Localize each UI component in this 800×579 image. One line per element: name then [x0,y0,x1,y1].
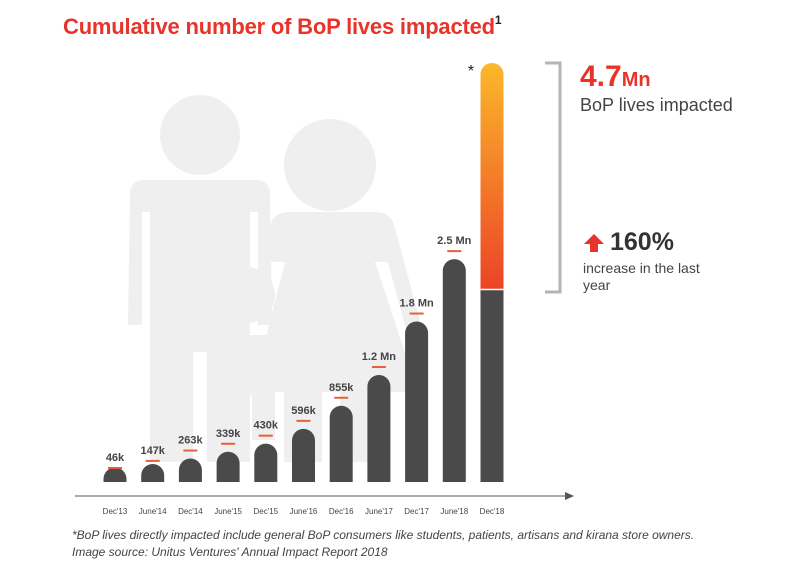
data-label: 263k [178,435,203,447]
footnote: *BoP lives directly impacted include gen… [72,527,782,561]
data-label: 147k [140,445,165,457]
image-source: Image source: Unitus Ventures' Annual Im… [72,545,388,559]
x-tick-label: June'17 [365,507,393,516]
data-label: 430k [254,420,279,432]
highlight-unit: Mn [621,69,651,91]
data-label: 1.8 Mn [399,298,434,310]
increase-label: increase in the last year [583,260,700,293]
x-axis-tick-labels: Dec'13 June'14 Dec'14 June'15 Dec'15 June'16 D… [103,507,505,516]
bar [292,428,315,482]
asterisk-marker: * [468,63,474,80]
bar [367,375,391,482]
x-tick-label: Dec'18 [480,507,505,516]
increase-stat: 160% [584,228,674,257]
bar [178,458,202,482]
footnote-line-1: *BoP lives directly impacted include gen… [72,528,695,542]
data-label: 46k [106,452,125,464]
chart-title-text: Cumulative number of BoP lives impacted [63,14,495,39]
bar [405,321,429,482]
bar [216,451,240,482]
bar [141,463,165,482]
x-tick-label: Dec'17 [404,507,429,516]
bar [103,467,127,482]
x-tick-label: June'14 [139,507,167,516]
highlight-value: 4.7Mn [580,60,651,94]
x-tick-label: June'18 [440,507,468,516]
chart-title: Cumulative number of BoP lives impacted1 [63,12,502,40]
x-tick-label: Dec'16 [329,507,354,516]
bar [442,259,466,482]
highlight-label: BoP lives impacted [580,95,733,115]
data-label: 596k [291,405,316,417]
bar [254,443,278,482]
x-tick-label: Dec'13 [103,507,128,516]
bar-increase-segment [480,63,504,290]
x-tick-label: June'16 [290,507,318,516]
x-tick-label: June'15 [214,507,242,516]
x-axis-arrowhead [565,492,574,500]
data-labels: 46k 147k 263k 339k 430k 596k 855k 1.2 Mn 1.8 Mn 2… [106,235,472,464]
label-underlines [108,250,462,469]
highlight-number: 4.7 [580,60,622,93]
range-bracket [545,61,562,294]
chart: 46k 147k 263k 339k 430k 596k 855k 1.2 Mn 1.8 Mn 2… [75,61,574,516]
data-label: 339k [216,428,241,440]
bar [480,289,504,482]
arrow-up-icon [584,233,604,252]
data-label: 855k [329,382,354,394]
x-tick-label: Dec'15 [253,507,278,516]
title-footnote-marker: 1 [494,12,502,27]
family-silhouette [128,95,425,462]
bars-layer [103,63,504,482]
x-tick-label: Dec'14 [178,507,203,516]
data-label: 2.5 Mn [437,235,472,247]
increase-value: 160% [610,228,674,256]
data-label: 1.2 Mn [362,351,397,363]
bar [329,405,353,482]
